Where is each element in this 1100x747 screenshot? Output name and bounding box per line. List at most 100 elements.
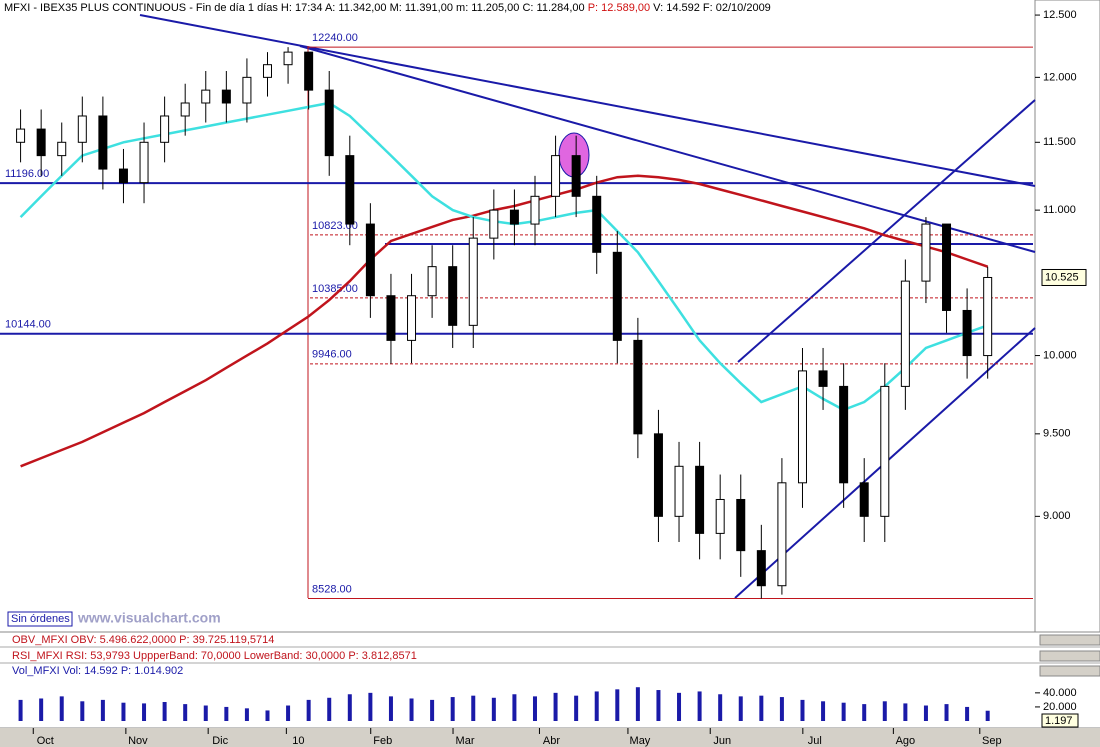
y-tick-label: 11.000 bbox=[1043, 204, 1076, 216]
volume-bar bbox=[121, 702, 126, 721]
orders-label[interactable]: Sin órdenes bbox=[11, 613, 70, 625]
obv-label: OBV_MFXI OBV: 5.496.622,0000 P: 39.725.1… bbox=[12, 634, 274, 646]
candle-body bbox=[880, 385, 890, 517]
candle-body bbox=[324, 89, 334, 157]
volume-bar bbox=[594, 691, 599, 721]
time-axis bbox=[0, 728, 1100, 747]
header-quote: MFXI - IBEX35 PLUS CONTINUOUS - Fin de d… bbox=[4, 2, 585, 14]
candle-body bbox=[160, 115, 170, 143]
candle-body bbox=[221, 89, 231, 104]
volume-bar bbox=[882, 701, 887, 721]
candle-body bbox=[509, 209, 519, 225]
watermark: www.visualchart.com bbox=[77, 610, 221, 626]
volume-bar bbox=[553, 692, 558, 721]
x-tick-label: Sep bbox=[982, 735, 1002, 747]
volume-bar bbox=[862, 704, 867, 721]
candle-body bbox=[942, 223, 952, 311]
volume-bar bbox=[841, 702, 846, 721]
vol-marker-box bbox=[1041, 713, 1079, 728]
price-axis-panel bbox=[1034, 0, 1100, 633]
volume-bar bbox=[779, 697, 784, 721]
volume-bar bbox=[965, 706, 970, 721]
x-tick-label: Abr bbox=[543, 735, 560, 747]
volume-bar bbox=[635, 687, 640, 721]
candle-body bbox=[859, 482, 869, 517]
candle-body bbox=[262, 64, 272, 78]
candle-body bbox=[695, 465, 705, 534]
y-tick-label: 10.000 bbox=[1043, 349, 1077, 361]
volume-bar bbox=[677, 692, 682, 721]
volume-bar bbox=[738, 696, 743, 721]
panel-button[interactable] bbox=[1039, 634, 1100, 646]
y-tick-label: 9.000 bbox=[1043, 510, 1071, 522]
moving-average bbox=[19, 101, 989, 412]
volume-bar bbox=[759, 695, 764, 721]
volume-bar bbox=[286, 705, 291, 721]
volume-bar bbox=[697, 691, 702, 721]
candle-body bbox=[777, 482, 787, 587]
volume-bar bbox=[430, 699, 435, 721]
volume-bar bbox=[368, 692, 373, 721]
moving-average bbox=[20, 174, 989, 468]
panel-button[interactable] bbox=[1039, 650, 1100, 662]
candle-body bbox=[551, 155, 561, 197]
vol-tick-label: 40.000 bbox=[1043, 687, 1077, 699]
candle-body bbox=[77, 115, 87, 143]
volume-bar bbox=[491, 697, 496, 721]
volume-bar bbox=[224, 706, 229, 721]
candle-body bbox=[571, 155, 581, 197]
level-label: 10385.00 bbox=[312, 283, 358, 295]
candle-body bbox=[304, 51, 314, 91]
candle-body bbox=[386, 295, 396, 341]
candle-body bbox=[633, 339, 643, 435]
x-tick-label: Feb bbox=[373, 735, 392, 747]
candle-body bbox=[448, 266, 458, 326]
x-tick-label: Dic bbox=[212, 735, 228, 747]
vol-tick-label: 20.000 bbox=[1043, 701, 1077, 713]
volume-bar bbox=[388, 696, 393, 721]
x-tick-label: Jul bbox=[808, 735, 822, 747]
volume-bar bbox=[923, 705, 928, 721]
volume-bar bbox=[656, 690, 661, 721]
last-price-box bbox=[1041, 268, 1087, 286]
last-price-label: 10.525 bbox=[1045, 271, 1079, 283]
volume-bar bbox=[471, 695, 476, 721]
volume-bar bbox=[265, 710, 270, 721]
candle-body bbox=[756, 550, 766, 587]
candle-body bbox=[139, 141, 149, 184]
volume-bar bbox=[800, 699, 805, 721]
candle-body bbox=[921, 223, 931, 282]
candle-body bbox=[427, 266, 437, 297]
candle-body bbox=[900, 280, 910, 387]
candle-body bbox=[242, 76, 252, 104]
volume-bar bbox=[306, 699, 311, 721]
y-tick-label: 11.500 bbox=[1043, 136, 1076, 148]
candle-body bbox=[345, 155, 355, 225]
candle-body bbox=[180, 102, 190, 117]
vol-label: Vol_MFXI Vol: 14.592 P: 1.014.902 bbox=[12, 665, 183, 677]
volume-bar bbox=[574, 695, 579, 721]
volume-bar bbox=[327, 697, 332, 721]
y-tick-label: 12.000 bbox=[1043, 71, 1077, 83]
volume-bar bbox=[409, 698, 414, 721]
candle-body bbox=[201, 89, 211, 104]
orders-button[interactable] bbox=[7, 611, 73, 627]
x-tick-label: Jun bbox=[713, 735, 731, 747]
volume-bar bbox=[59, 696, 64, 721]
panel-button[interactable] bbox=[1039, 665, 1100, 677]
volume-bar bbox=[903, 703, 908, 721]
trend-line bbox=[299, 45, 1036, 253]
volume-bar bbox=[532, 696, 537, 721]
volume-bar bbox=[512, 694, 517, 721]
volume-bar bbox=[39, 698, 44, 721]
candle-body bbox=[468, 237, 478, 326]
candle-body bbox=[818, 370, 828, 387]
x-tick-label: Ago bbox=[896, 735, 916, 747]
header: MFXI - IBEX35 PLUS CONTINUOUS - Fin de d… bbox=[4, 2, 771, 14]
volume-bar bbox=[718, 694, 723, 721]
level-label: 10144.00 bbox=[5, 319, 51, 331]
candle-body bbox=[16, 128, 26, 143]
candle-body bbox=[797, 370, 807, 484]
channel-line bbox=[737, 99, 1036, 363]
candle-body bbox=[736, 498, 746, 552]
